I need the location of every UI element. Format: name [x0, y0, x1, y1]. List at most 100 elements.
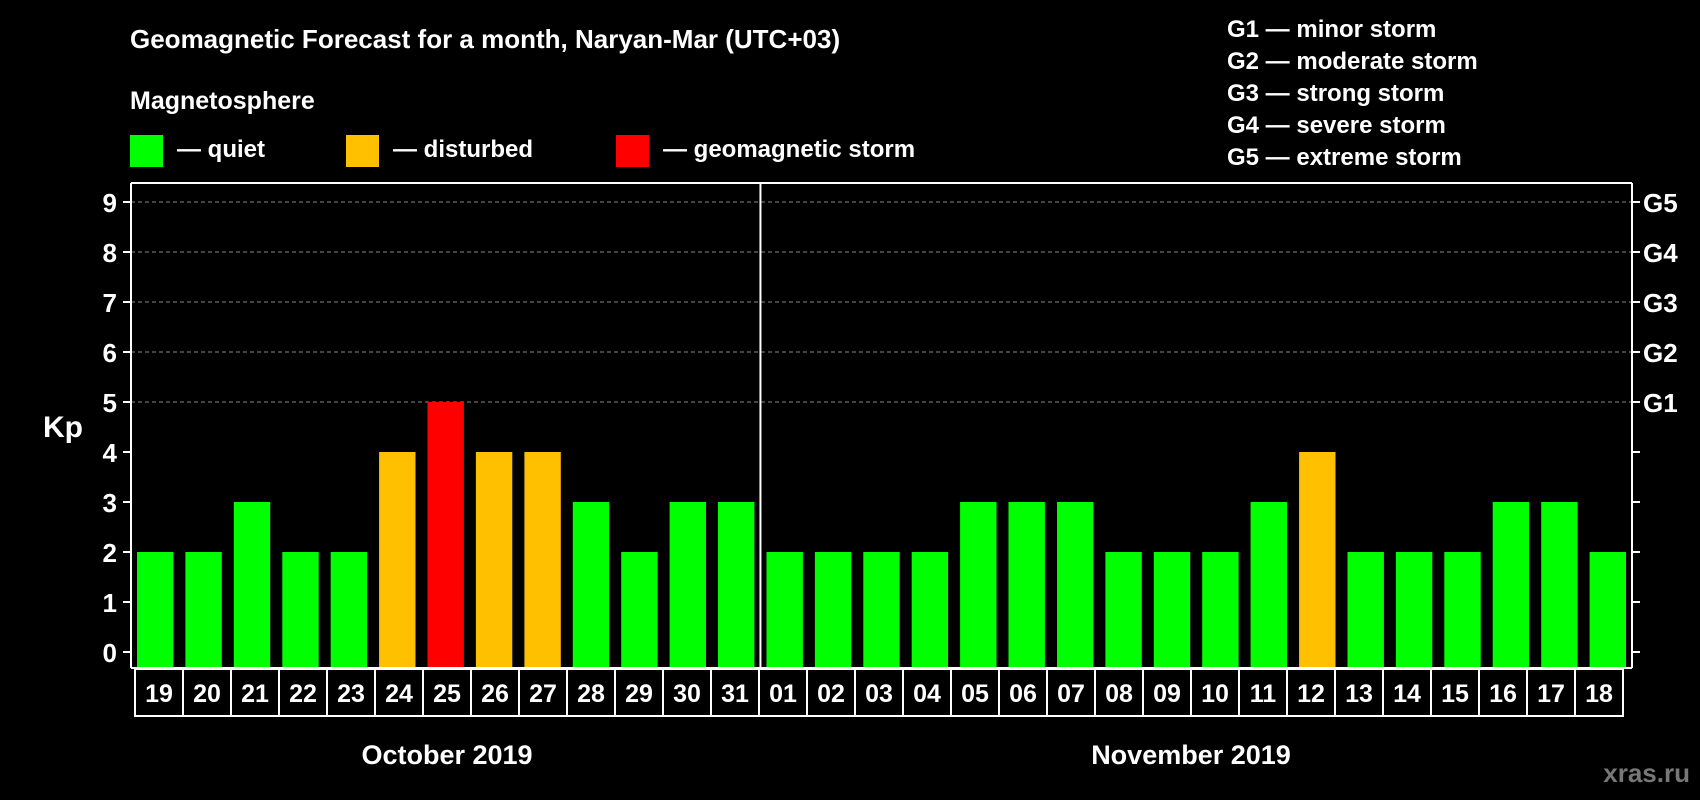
right-axis-label-G1: G1 [1643, 388, 1678, 418]
legend: — quiet — disturbed — geomagnetic storm [130, 135, 915, 167]
bar-16 [1492, 502, 1530, 667]
bar-02 [814, 552, 852, 667]
chart-subtitle: Magnetosphere [130, 87, 315, 115]
y-tick-label-1: 1 [103, 588, 117, 618]
date-label-frame [134, 668, 1624, 717]
month-label-0: October 2019 [361, 740, 532, 770]
watermark: xras.ru [1603, 758, 1690, 788]
date-label-01: 01 [769, 680, 797, 708]
bar-31 [718, 502, 755, 667]
bar-03 [863, 552, 900, 667]
storm-scale-item-0: G1 — minor storm [1227, 16, 1436, 43]
legend-swatch-1 [346, 135, 379, 167]
right-axis-label-G3: G3 [1643, 288, 1678, 318]
bar-07 [1057, 502, 1094, 667]
y-axis-label: Kp [43, 411, 83, 444]
y-tick-label-4: 4 [103, 438, 118, 468]
date-label-25: 25 [433, 680, 461, 708]
bar-13 [1347, 552, 1384, 667]
date-label-09: 09 [1153, 680, 1181, 708]
bar-26 [475, 452, 513, 667]
bar-11 [1250, 502, 1287, 667]
date-label-30: 30 [673, 680, 701, 708]
date-label-28: 28 [577, 680, 605, 708]
bar-29 [621, 552, 658, 667]
date-label-17: 17 [1537, 680, 1565, 708]
x-axis-date-labels: 19 20 21 22 23 24 25 26 27 28 29 30 31 01 02 03 04 05 06 07… [134, 668, 1624, 717]
legend-label-1: — disturbed [393, 136, 533, 163]
date-label-04: 04 [913, 680, 941, 708]
bar-17 [1541, 502, 1578, 667]
legend-label-0: — quiet [177, 136, 265, 163]
bar-27 [524, 452, 561, 667]
bar-09 [1153, 552, 1191, 667]
y-tick-label-8: 8 [103, 238, 117, 268]
date-label-19: 19 [145, 680, 173, 708]
date-label-20: 20 [193, 680, 221, 708]
bar-22 [282, 552, 319, 667]
bar-14 [1395, 552, 1433, 667]
date-label-22: 22 [289, 680, 317, 708]
bar-30 [669, 502, 706, 667]
bar-24 [379, 452, 416, 667]
date-label-23: 23 [337, 680, 365, 708]
legend-label-2: — geomagnetic storm [663, 136, 915, 163]
chart-title: Geomagnetic Forecast for a month, Naryan… [130, 24, 840, 54]
date-label-06: 06 [1009, 680, 1037, 708]
date-label-13: 13 [1345, 680, 1373, 708]
bar-10 [1202, 552, 1239, 667]
date-label-29: 29 [625, 680, 653, 708]
storm-scale-item-2: G3 — strong storm [1227, 80, 1444, 107]
date-label-31: 31 [721, 680, 749, 708]
date-label-08: 08 [1105, 680, 1133, 708]
y-tick-label-9: 9 [103, 188, 117, 218]
right-axis-label-G2: G2 [1643, 338, 1678, 368]
date-label-12: 12 [1297, 680, 1325, 708]
bar-05 [960, 502, 997, 667]
bar-04 [911, 552, 949, 667]
y-tick-label-6: 6 [103, 338, 117, 368]
y-tick-label-7: 7 [103, 288, 117, 318]
bar-01 [766, 552, 803, 667]
legend-swatch-0 [130, 135, 163, 167]
date-label-15: 15 [1441, 680, 1469, 708]
bar-25 [427, 402, 464, 667]
bar-20 [185, 552, 222, 667]
date-label-03: 03 [865, 680, 893, 708]
right-axis-label-G4: G4 [1643, 238, 1678, 268]
y-tick-label-3: 3 [103, 488, 117, 518]
date-label-21: 21 [241, 680, 269, 708]
y-tick-label-5: 5 [103, 388, 117, 418]
y-tick-label-2: 2 [103, 538, 117, 568]
bar-18 [1589, 552, 1626, 667]
bar-28 [572, 502, 610, 667]
y-tick-label-0: 0 [103, 638, 117, 668]
legend-swatch-2 [616, 135, 649, 167]
storm-scale-item-3: G4 — severe storm [1227, 112, 1446, 139]
date-label-10: 10 [1201, 680, 1229, 708]
storm-scale-item-1: G2 — moderate storm [1227, 48, 1478, 75]
bars [137, 402, 1626, 667]
date-label-02: 02 [817, 680, 845, 708]
date-label-11: 11 [1250, 680, 1277, 708]
bar-15 [1444, 552, 1481, 667]
date-label-27: 27 [529, 680, 557, 708]
bar-21 [233, 502, 271, 667]
date-label-07: 07 [1057, 680, 1085, 708]
bar-19 [137, 552, 174, 667]
month-labels: October 2019 November 2019 [361, 740, 1290, 770]
date-label-05: 05 [961, 680, 989, 708]
date-label-24: 24 [385, 680, 413, 708]
bar-23 [330, 552, 368, 667]
bar-12 [1299, 452, 1336, 667]
date-label-26: 26 [481, 680, 509, 708]
date-label-16: 16 [1489, 680, 1517, 708]
storm-scale-item-4: G5 — extreme storm [1227, 144, 1462, 171]
right-axis-label-G5: G5 [1643, 188, 1678, 218]
date-label-14: 14 [1393, 680, 1421, 708]
bar-06 [1008, 502, 1045, 667]
date-label-18: 18 [1585, 680, 1613, 708]
storm-scale-legend: G1 — minor storm G2 — moderate storm G3 — … [1227, 16, 1478, 171]
bar-08 [1105, 552, 1142, 667]
